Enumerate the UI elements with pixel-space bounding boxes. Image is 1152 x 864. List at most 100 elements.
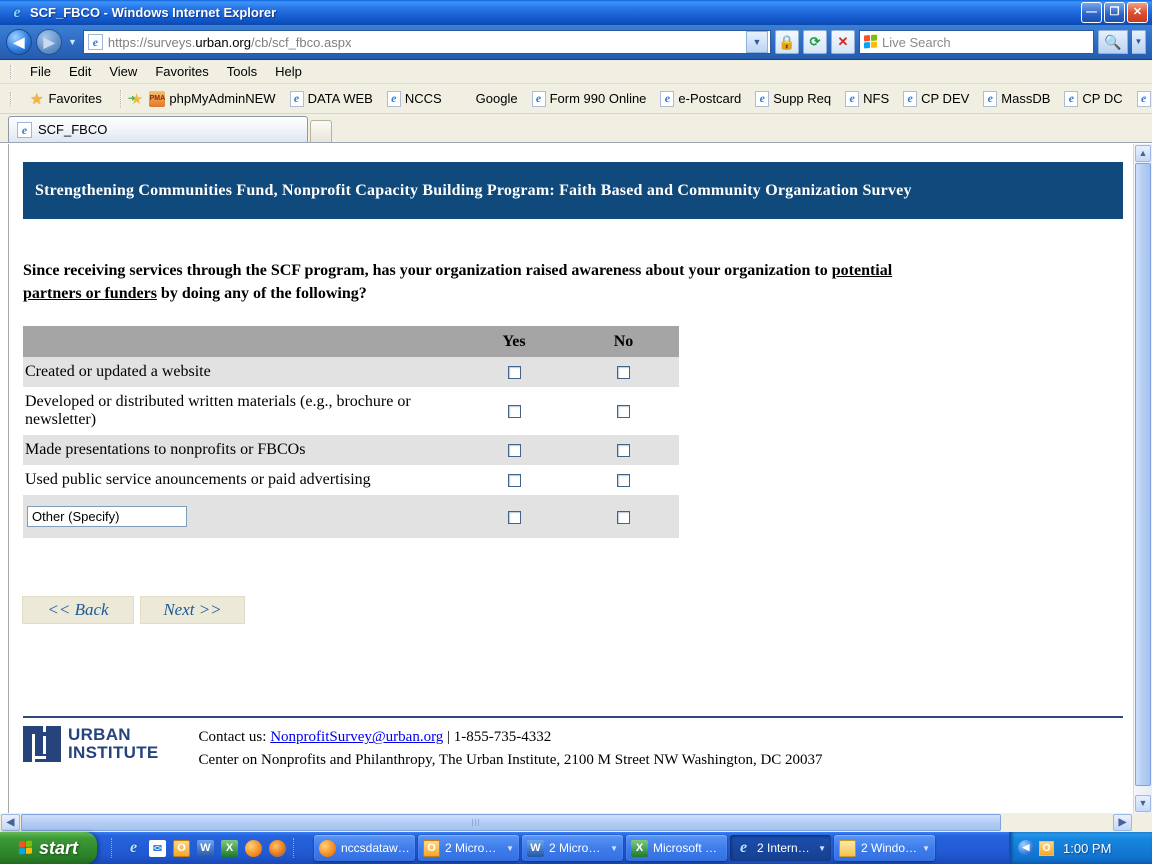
favorite-link[interactable]: e NFS (845, 90, 889, 107)
menu-view[interactable]: View (109, 64, 138, 79)
quick-launch-media-player-icon[interactable] (269, 839, 286, 857)
quick-launch-mail-icon[interactable]: ✉ (149, 839, 166, 857)
favorite-link[interactable]: e MassDB (983, 90, 1050, 107)
task-button-explorer-group[interactable]: 2 Windows ...▼ (834, 835, 935, 861)
start-button[interactable]: start (0, 832, 97, 864)
favorite-link[interactable]: e CP DC (1064, 90, 1123, 107)
refresh-button[interactable]: ⟳ (803, 30, 827, 54)
ie-page-icon: e (755, 90, 770, 107)
live-search-box[interactable] (859, 30, 1094, 54)
table-row: Developed or distributed written materia… (23, 387, 679, 435)
favorite-link[interactable]: e e-Postcard (660, 90, 741, 107)
restore-button[interactable]: ❐ (1104, 2, 1125, 23)
favorite-link[interactable]: e NCCS (386, 90, 442, 107)
back-button[interactable]: << Back (22, 596, 134, 625)
row3-no-checkbox[interactable] (617, 444, 630, 458)
task-button-word-group[interactable]: W2 Microsoft ...▼ (522, 835, 623, 861)
favorite-link[interactable]: e CP DEV (903, 90, 969, 107)
search-magnifier-icon[interactable]: 🔍 (1098, 30, 1128, 54)
scroll-up-icon[interactable]: ▲ (1135, 145, 1151, 162)
search-input[interactable] (882, 34, 1089, 50)
back-nav-button[interactable]: ◀ (6, 29, 32, 55)
quick-launch-excel-icon[interactable]: X (221, 839, 238, 857)
toolbar-grip (10, 91, 12, 106)
favorite-link[interactable]: Google (456, 91, 518, 107)
folder-icon (839, 839, 856, 857)
favorite-link[interactable]: e Supp Req (755, 90, 831, 107)
quick-launch-bar: e ✉ O W X (97, 832, 310, 864)
tab-label: SCF_FBCO (38, 122, 108, 137)
row1-no-checkbox[interactable] (617, 366, 630, 380)
group-dropdown-icon[interactable]: ▼ (922, 843, 930, 853)
page-border (8, 144, 9, 813)
tab-favicon: e (17, 121, 32, 138)
group-dropdown-icon[interactable]: ▼ (610, 843, 618, 853)
tab-bar: e SCF_FBCO (0, 114, 1152, 143)
close-button[interactable]: ✕ (1127, 2, 1148, 23)
favorite-link[interactable]: e DATA WEB (289, 90, 373, 107)
row4-no-checkbox[interactable] (617, 474, 630, 488)
forward-nav-button[interactable]: ▶ (36, 29, 62, 55)
other-specify-input[interactable] (27, 506, 187, 528)
menu-help[interactable]: Help (275, 64, 302, 79)
scroll-right-icon[interactable]: ▶ (1113, 814, 1132, 831)
survey-title: Strengthening Communities Fund, Nonprofi… (35, 181, 912, 199)
ie-page-icon: e (289, 90, 304, 107)
ie-page-icon: e (845, 90, 860, 107)
tray-outlook-icon[interactable]: O (1039, 840, 1054, 856)
vertical-scrollbar[interactable]: ▲ ▼ (1133, 144, 1152, 813)
group-dropdown-icon[interactable]: ▼ (818, 843, 826, 853)
vertical-scroll-thumb[interactable] (1135, 163, 1151, 786)
contact-line: Contact us: NonprofitSurvey@urban.org | … (198, 729, 552, 746)
menu-edit[interactable]: Edit (68, 64, 92, 79)
tray-collapse-icon[interactable]: ◀ (1018, 840, 1034, 856)
group-dropdown-icon[interactable]: ▼ (506, 843, 514, 853)
recent-pages-dropdown-icon[interactable]: ▼ (68, 37, 77, 47)
row5-no-checkbox[interactable] (617, 510, 630, 524)
menu-file[interactable]: File (30, 64, 51, 79)
favorite-link[interactable]: PMA phpMyAdminNEW (149, 90, 276, 107)
address-bar[interactable]: e https://surveys.urban.org/cb/scf_fbco.… (82, 30, 771, 54)
row2-yes-checkbox[interactable] (507, 405, 521, 419)
quick-launch-ie-icon[interactable]: e (129, 839, 138, 856)
favorite-link[interactable]: eCP Lehigh (1136, 90, 1152, 107)
menu-favorites[interactable]: Favorites (155, 64, 209, 79)
task-button-outlook-group[interactable]: O2 Microsoft ...▼ (418, 835, 519, 861)
url-text[interactable]: https://surveys.urban.org/cb/scf_fbco.as… (107, 34, 352, 50)
stop-button[interactable]: ✕ (831, 30, 855, 54)
favorites-button[interactable]: ★ Favorites (30, 90, 102, 108)
task-button-firefox[interactable]: nccsdataweb... (314, 835, 415, 861)
security-lock-icon[interactable]: 🔒 (775, 30, 799, 54)
address-dropdown-icon[interactable]: ▼ (746, 31, 768, 53)
scroll-down-icon[interactable]: ▼ (1135, 795, 1151, 812)
contact-email-link[interactable]: NonprofitSurvey@urban.org (270, 729, 444, 746)
row1-yes-checkbox[interactable] (507, 366, 521, 380)
row4-yes-checkbox[interactable] (507, 474, 521, 488)
minimize-button[interactable]: — (1081, 2, 1102, 23)
quick-launch-word-icon[interactable]: W (197, 839, 214, 857)
page-footer: URBAN INSTITUTE Contact us: NonprofitSur… (23, 716, 1123, 771)
scroll-left-icon[interactable]: ◀ (1, 814, 20, 831)
add-to-favorites-bar-icon[interactable]: ★ (128, 90, 144, 108)
urban-institute-logo: URBAN INSTITUTE (23, 726, 159, 771)
task-button-area: nccsdataweb... O2 Microsoft ...▼ W2 Micr… (310, 832, 1009, 864)
ie-page-icon: e (983, 90, 998, 107)
tab-scf-fbco[interactable]: e SCF_FBCO (8, 116, 308, 142)
taskbar-clock: 1:00 PM (1063, 840, 1112, 856)
new-tab-button[interactable] (310, 120, 332, 142)
favorite-link[interactable]: e Form 990 Online (531, 90, 646, 107)
row3-yes-checkbox[interactable] (507, 444, 521, 458)
row5-yes-checkbox[interactable] (507, 510, 521, 524)
task-button-ie-group[interactable]: e2 Internet E...▼ (730, 835, 831, 861)
ie-page-icon: e (386, 90, 401, 107)
phpmyadmin-icon: PMA (149, 90, 166, 107)
quick-launch-outlook-icon[interactable]: O (173, 839, 190, 857)
horizontal-scrollbar[interactable]: ◀ ▶ (0, 813, 1133, 832)
horizontal-scroll-thumb[interactable] (21, 814, 1001, 831)
search-options-dropdown-icon[interactable]: ▼ (1132, 30, 1146, 54)
next-button[interactable]: Next >> (140, 596, 245, 625)
menu-tools[interactable]: Tools (226, 64, 258, 79)
quick-launch-firefox-icon[interactable] (245, 839, 262, 857)
row2-no-checkbox[interactable] (617, 405, 630, 419)
